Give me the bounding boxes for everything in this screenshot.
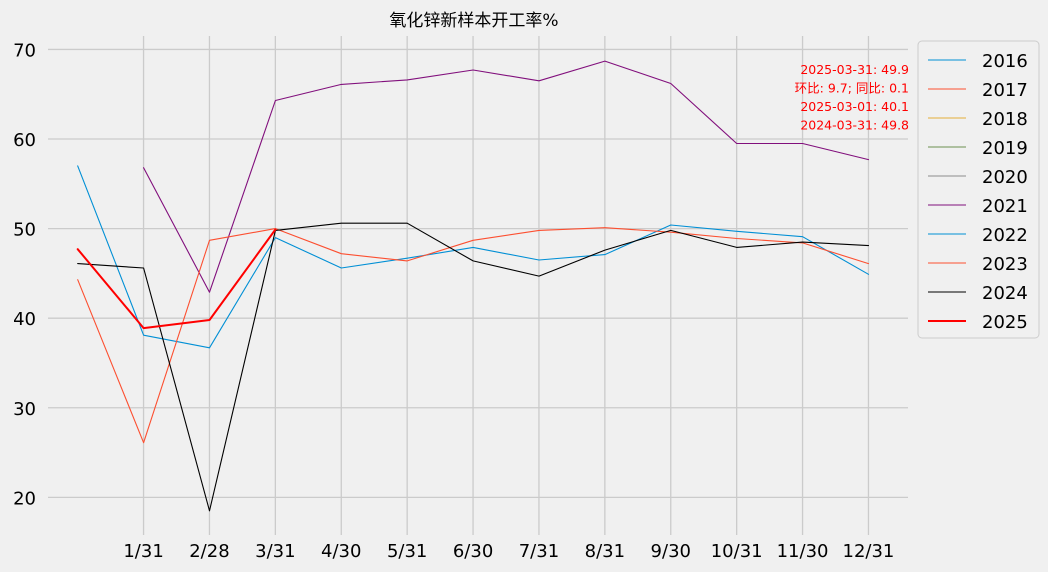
series-lines [76,60,870,512]
annotation-text: 2025-03-01: 40.1 [800,99,909,114]
chart-title: 氧化锌新样本开工率% [389,11,558,31]
x-tick-label: 5/31 [387,541,427,562]
y-axis-ticks: 20 30 40 50 60 70 [13,40,36,509]
series-line-2022 [77,165,870,349]
y-tick-label: 20 [13,488,36,509]
grid [48,36,908,535]
annotation-text: 2025-03-31: 49.9 [800,62,909,77]
legend-label: 2018 [982,109,1028,130]
y-tick-label: 40 [13,309,36,330]
x-tick-label: 6/30 [453,541,493,562]
series-line-2024 [77,222,870,512]
y-tick-label: 70 [13,40,36,61]
legend-label: 2017 [982,80,1028,101]
annotations: 2025-03-31: 49.9 环比: 9.7; 同比: 0.1 2025-03-… [795,62,909,133]
y-tick-label: 60 [13,130,36,151]
x-tick-label: 8/31 [585,541,625,562]
series-line-2025 [76,228,277,330]
x-tick-label: 7/31 [519,541,559,562]
series-line-2021 [143,60,870,293]
legend-label: 2025 [982,312,1028,333]
legend-label: 2016 [982,51,1028,72]
y-tick-label: 50 [13,220,36,241]
x-tick-label: 1/31 [123,541,163,562]
x-tick-label: 2/28 [189,541,229,562]
x-tick-label: 12/31 [843,541,895,562]
legend-box [917,40,1040,339]
legend-label: 2023 [982,254,1028,275]
annotation-text: 环比: 9.7; 同比: 0.1 [795,81,909,96]
x-tick-label: 3/31 [255,541,295,562]
x-tick-label: 10/31 [711,541,763,562]
y-tick-label: 30 [13,399,36,420]
annotation-text: 2024-03-31: 49.8 [800,118,909,133]
legend-label: 2024 [982,283,1028,304]
legend-label: 2022 [982,225,1028,246]
legend-label: 2019 [982,138,1028,159]
x-axis-ticks: 1/31 2/28 3/31 4/30 5/31 6/30 7/31 8/31 9/30 10/3… [123,541,894,562]
series-line-2023 [77,227,870,444]
legend-label: 2020 [982,167,1028,188]
x-tick-label: 9/30 [651,541,691,562]
x-tick-label: 11/30 [777,541,829,562]
legend: 2016 2017 2018 2019 2020 2021 2022 2023 2024 2025 [917,40,1040,339]
legend-label: 2021 [982,196,1028,217]
x-tick-label: 4/30 [321,541,361,562]
